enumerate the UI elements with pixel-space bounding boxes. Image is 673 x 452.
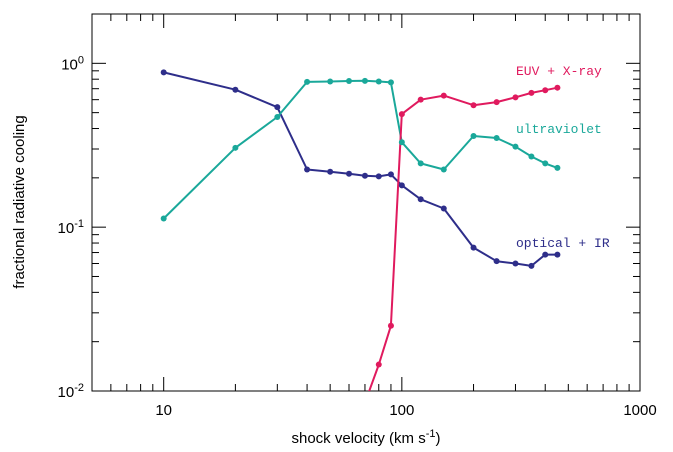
series-point <box>160 215 167 222</box>
series-point <box>232 144 239 151</box>
series-point <box>398 139 405 146</box>
series-line-1 <box>162 79 558 220</box>
y-axis-label: fractional radiative cooling <box>11 115 28 288</box>
series-point <box>274 114 281 121</box>
x-axis-label-exponent: -1 <box>426 428 436 440</box>
series-point <box>417 196 424 203</box>
series-point <box>417 160 424 167</box>
y-tick-label: 10-2 <box>58 382 84 401</box>
series-point <box>160 69 167 76</box>
series-point <box>542 251 549 258</box>
series-label-euv-xray: EUV + X-ray <box>516 64 602 79</box>
series-point <box>528 153 535 160</box>
series-point <box>361 77 368 84</box>
axis-ticks <box>91 13 641 392</box>
series-point <box>440 92 447 99</box>
series-point <box>362 400 368 406</box>
series-label-ultraviolet: ultraviolet <box>516 122 602 137</box>
series-point <box>470 133 477 140</box>
series-point <box>542 87 549 94</box>
series-point <box>346 77 353 84</box>
series-point <box>398 182 405 189</box>
series-point <box>387 171 394 178</box>
series-point <box>232 86 239 93</box>
series-point <box>542 160 549 167</box>
series-point <box>417 96 424 103</box>
series-point <box>387 79 394 86</box>
series-points <box>160 69 561 406</box>
series-point <box>528 262 535 269</box>
series-point <box>304 78 311 85</box>
series-point <box>398 111 405 118</box>
series-point <box>327 78 334 85</box>
x-tick-label: 1000 <box>623 402 656 419</box>
series-point <box>440 205 447 212</box>
series-point <box>361 172 368 179</box>
series-point <box>512 260 519 267</box>
series-lines <box>162 71 558 391</box>
x-tick-label: 10 <box>155 402 172 419</box>
series-point <box>554 251 561 258</box>
series-point <box>274 104 281 111</box>
series-point <box>375 173 382 180</box>
x-axis-label: shock velocity (km s-1) <box>292 428 441 447</box>
series-point <box>493 258 500 265</box>
series-point <box>493 135 500 142</box>
series-point <box>375 361 382 368</box>
series-point <box>554 84 561 91</box>
y-tick-label: 100 <box>61 54 84 73</box>
tick-labels: 10 100 1000 10-2 10-1 100 <box>58 54 657 419</box>
series-point <box>554 164 561 171</box>
plot-frame <box>91 13 641 392</box>
series-label-optical-ir: optical + IR <box>516 236 610 251</box>
y-tick-label: 10-1 <box>58 218 84 237</box>
series-point <box>304 166 311 173</box>
series-point <box>493 99 500 106</box>
series-point <box>440 166 447 173</box>
series-point <box>470 244 477 251</box>
series-point <box>512 143 519 150</box>
x-tick-label: 100 <box>389 402 414 419</box>
series-point <box>375 78 382 85</box>
series-point <box>470 102 477 109</box>
series-point <box>512 94 519 101</box>
series-point <box>327 168 334 175</box>
series-point <box>346 170 353 177</box>
series-point <box>387 322 394 329</box>
series-point <box>528 89 535 96</box>
